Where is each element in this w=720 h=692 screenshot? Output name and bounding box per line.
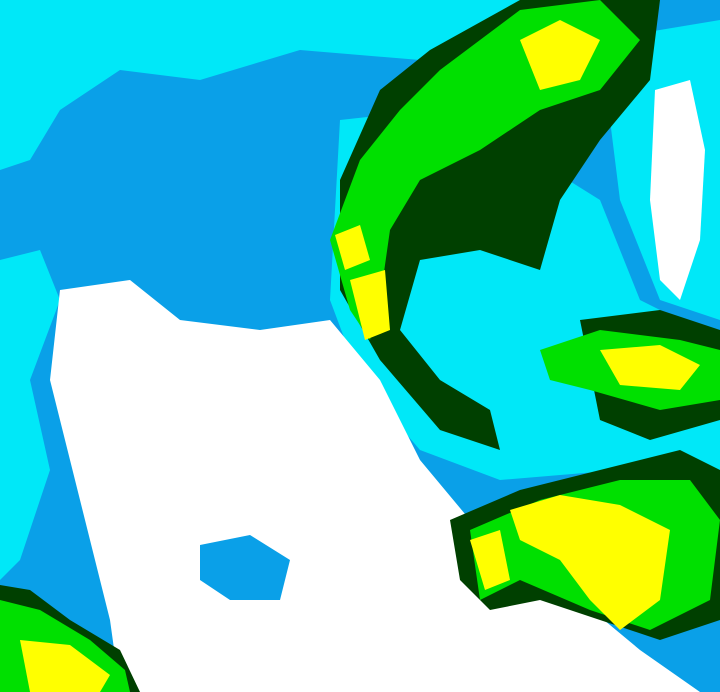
region-light-left [0,250,60,580]
region-yellow-south-2 [470,530,510,590]
region-clear-right [650,80,705,300]
region-light-top-left [0,0,520,170]
region-yellow-north-2 [335,225,370,270]
region-yellow-sw [20,640,110,692]
region-yellow-east [600,345,700,390]
region-green-north [330,0,640,340]
region-yellow-north-3 [350,270,390,340]
region-yellow-south [510,495,670,630]
region-yellow-north-1 [520,20,600,90]
region-medium-patch [200,535,290,600]
